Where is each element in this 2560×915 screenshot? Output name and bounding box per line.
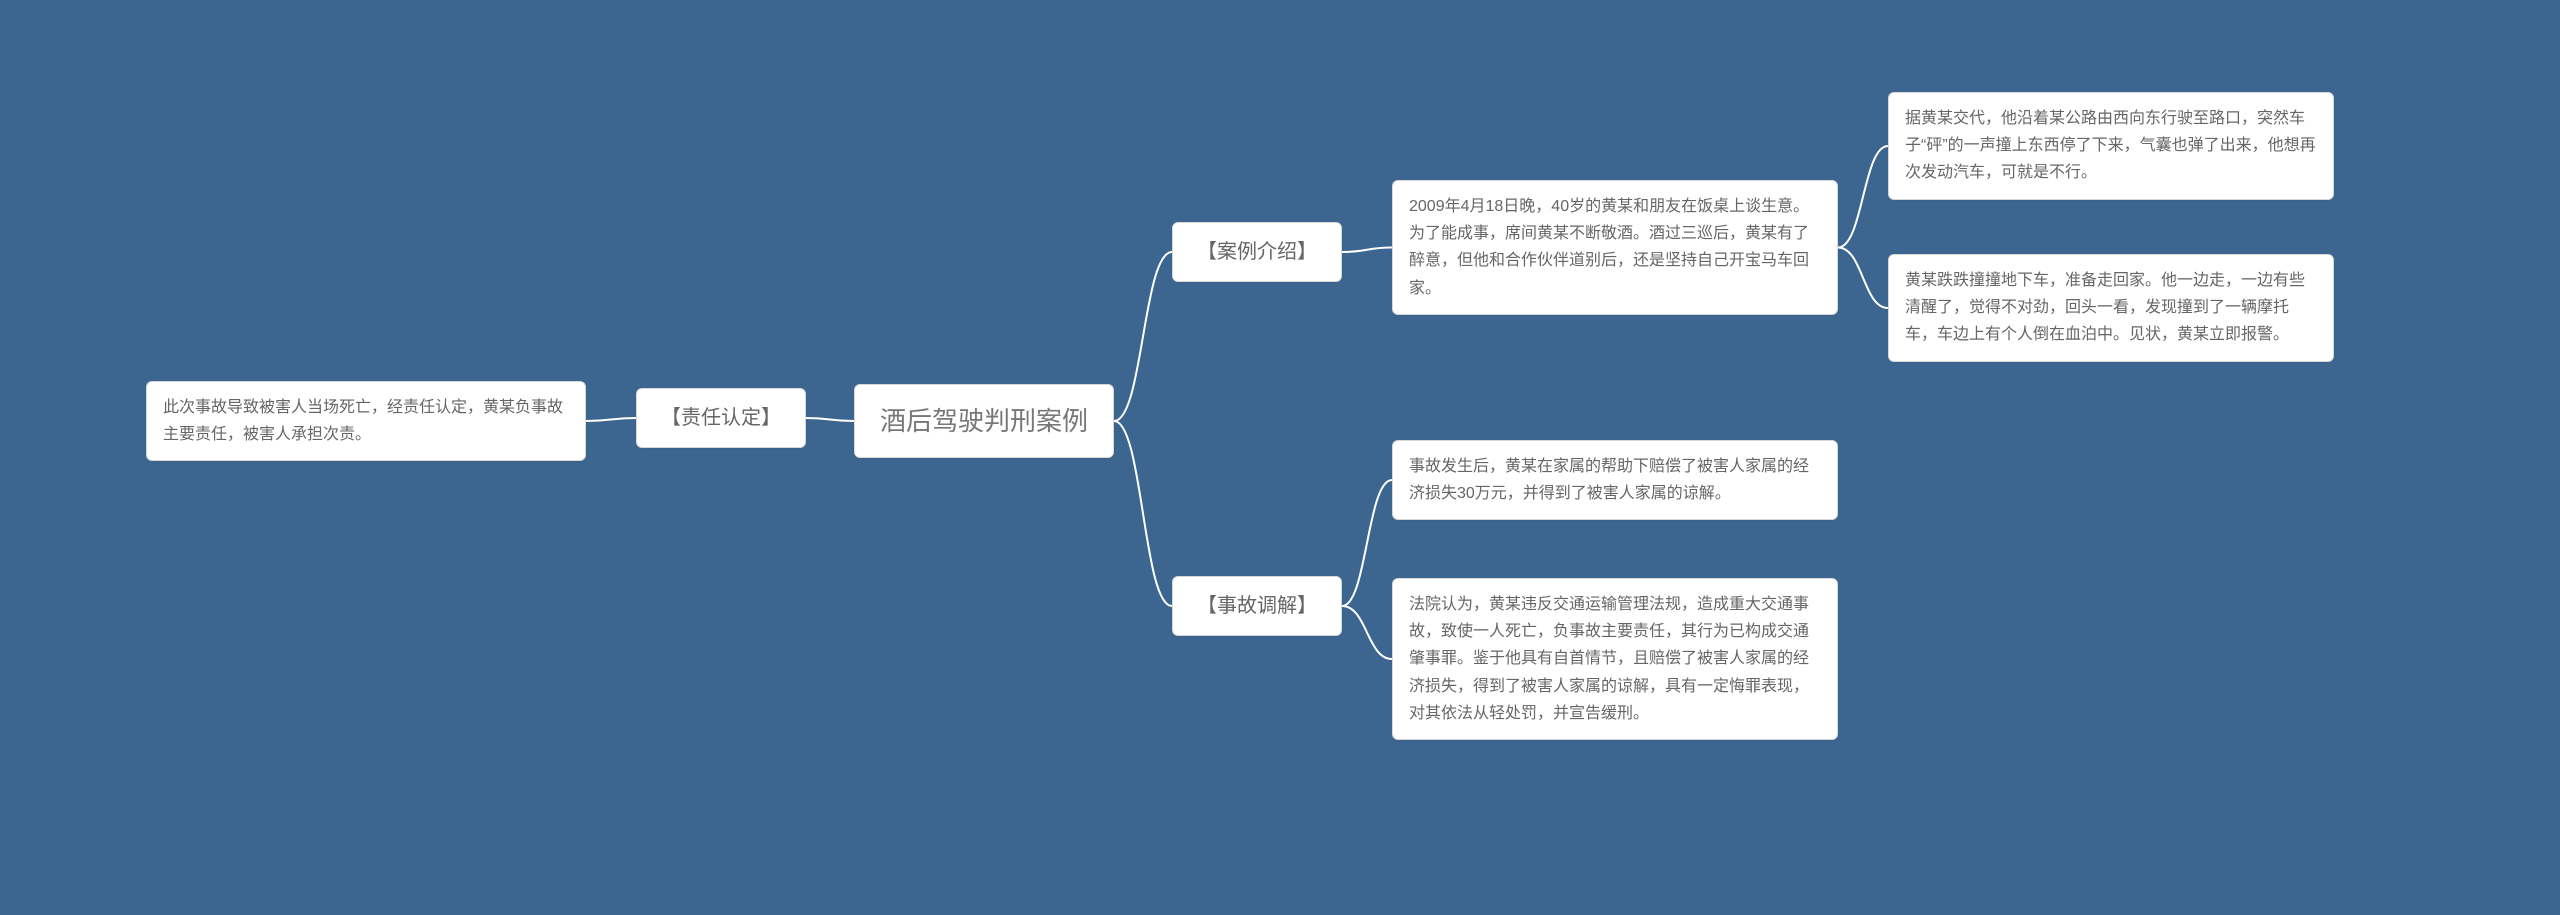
branch-case-intro: 【案例介绍】 (1172, 222, 1342, 282)
leaf-text: 黄某跌跌撞撞地下车，准备走回家。他一边走，一边有些清醒了，觉得不对劲，回头一看，… (1905, 272, 2305, 343)
leaf-text: 法院认为，黄某违反交通运输管理法规，造成重大交通事故，致使一人死亡，负事故主要责… (1409, 596, 1809, 722)
leaf-mediation-b: 法院认为，黄某违反交通运输管理法规，造成重大交通事故，致使一人死亡，负事故主要责… (1392, 578, 1838, 740)
leaf-text: 事故发生后，黄某在家属的帮助下赔偿了被害人家属的经济损失30万元，并得到了被害人… (1409, 458, 1809, 502)
leaf-intro-main: 2009年4月18日晚，40岁的黄某和朋友在饭桌上谈生意。为了能成事，席间黄某不… (1392, 180, 1838, 315)
leaf-text: 2009年4月18日晚，40岁的黄某和朋友在饭桌上谈生意。为了能成事，席间黄某不… (1409, 198, 1809, 297)
branch-label: 【责任认定】 (661, 407, 781, 429)
branch-liability: 【责任认定】 (636, 388, 806, 448)
leaf-intro-detail-b: 黄某跌跌撞撞地下车，准备走回家。他一边走，一边有些清醒了，觉得不对劲，回头一看，… (1888, 254, 2334, 362)
leaf-text: 据黄某交代，他沿着某公路由西向东行驶至路口，突然车子“砰”的一声撞上东西停了下来… (1905, 110, 2316, 181)
branch-label: 【案例介绍】 (1197, 241, 1317, 263)
mindmap-canvas: 酒后驾驶判刑案例 【责任认定】 此次事故导致被害人当场死亡，经责任认定，黄某负事… (0, 0, 2560, 915)
leaf-intro-detail-a: 据黄某交代，他沿着某公路由西向东行驶至路口，突然车子“砰”的一声撞上东西停了下来… (1888, 92, 2334, 200)
branch-mediation: 【事故调解】 (1172, 576, 1342, 636)
leaf-liability-text: 此次事故导致被害人当场死亡，经责任认定，黄某负事故主要责任，被害人承担次责。 (146, 381, 586, 461)
leaf-mediation-a: 事故发生后，黄某在家属的帮助下赔偿了被害人家属的经济损失30万元，并得到了被害人… (1392, 440, 1838, 520)
branch-label: 【事故调解】 (1197, 595, 1317, 617)
leaf-text: 此次事故导致被害人当场死亡，经责任认定，黄某负事故主要责任，被害人承担次责。 (163, 399, 563, 443)
root-label: 酒后驾驶判刑案例 (880, 406, 1088, 436)
root-node: 酒后驾驶判刑案例 (854, 384, 1114, 458)
